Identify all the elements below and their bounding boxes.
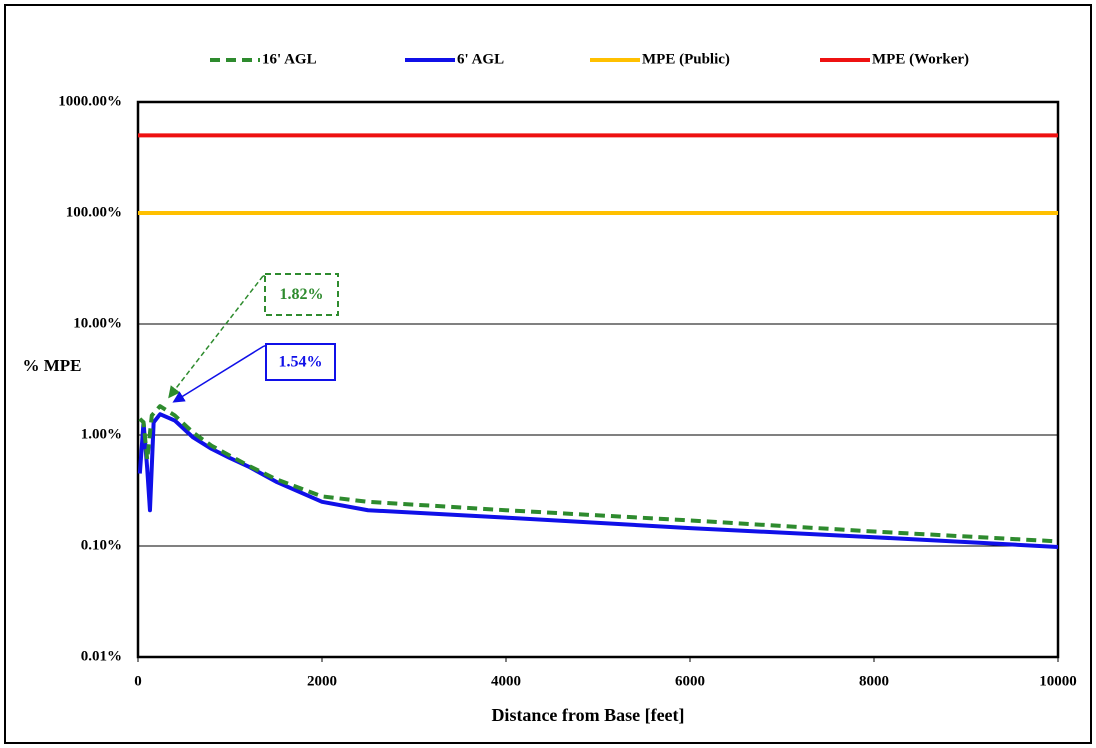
annotation-box bbox=[265, 343, 336, 381]
x-tick-label: 0 bbox=[134, 673, 142, 689]
legend-label: 6' AGL bbox=[457, 51, 504, 67]
y-tick-label: 1000.00% bbox=[58, 93, 122, 109]
x-tick-label: 4000 bbox=[491, 673, 521, 689]
legend-label: 16' AGL bbox=[262, 51, 317, 67]
annotation: 1.54% bbox=[279, 354, 323, 371]
x-tick-label: 2000 bbox=[307, 673, 337, 689]
annotation-box bbox=[264, 273, 339, 316]
y-tick-label: 0.10% bbox=[81, 537, 122, 553]
x-tick-label: 10000 bbox=[1039, 673, 1077, 689]
x-axis-label: Distance from Base [feet] bbox=[491, 705, 684, 725]
series-line bbox=[137, 412, 1059, 549]
legend-label: MPE (Worker) bbox=[872, 51, 969, 67]
annotation: 1.82% bbox=[280, 286, 324, 303]
x-tick-label: 6000 bbox=[675, 673, 705, 689]
y-axis-label: % MPE bbox=[22, 356, 81, 375]
annotation-arrow bbox=[168, 275, 264, 399]
plot-area bbox=[136, 100, 1060, 659]
series-line bbox=[138, 404, 1059, 544]
x-tick-label: 8000 bbox=[859, 673, 889, 689]
y-tick-label: 100.00% bbox=[66, 204, 122, 220]
y-tick-label: 1.00% bbox=[81, 426, 122, 442]
legend-label: MPE (Public) bbox=[642, 51, 730, 67]
y-tick-label: 0.01% bbox=[81, 648, 122, 664]
annotation-arrow bbox=[172, 345, 265, 403]
frame bbox=[4, 4, 1092, 744]
y-tick-label: 10.00% bbox=[73, 315, 122, 331]
